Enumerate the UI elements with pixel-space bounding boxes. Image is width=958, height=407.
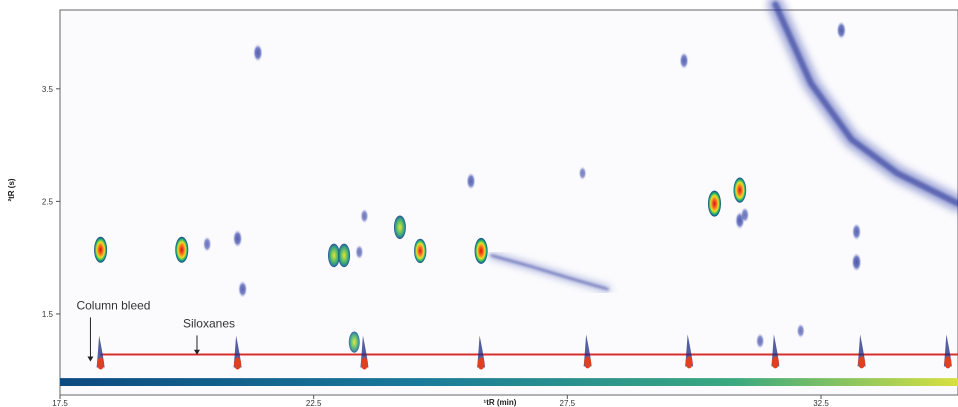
y-axis-title: ²tR (s) — [7, 178, 16, 201]
peak-1 — [94, 236, 108, 263]
peak-21 — [740, 207, 749, 223]
streak-core-1 — [490, 254, 609, 291]
annotation-2: Siloxanes — [183, 316, 235, 330]
peak-9 — [355, 245, 364, 260]
plot-area — [59, 9, 958, 396]
peak-15 — [474, 237, 488, 264]
x-axis-title: ¹tR (min) — [484, 398, 517, 407]
annotation-arrowhead-1 — [87, 356, 94, 362]
peak-22 — [756, 333, 765, 349]
peak-5 — [238, 280, 248, 298]
y-tick-label-3: 3.5 — [42, 85, 54, 94]
streak-core-2 — [772, 1, 958, 207]
annotation-1: Column bleed — [76, 298, 150, 312]
x-tick-label-3: 27.5 — [560, 399, 576, 407]
siloxane-peak-9 — [944, 356, 952, 369]
siloxane-peak-1 — [97, 357, 105, 370]
peak-4 — [232, 229, 243, 248]
peak-7 — [327, 243, 340, 268]
annotation-arrowhead-2 — [193, 349, 200, 355]
peak-3 — [203, 236, 212, 252]
siloxane-peak-3 — [360, 357, 368, 370]
peak-26 — [851, 253, 862, 272]
peak-2 — [175, 236, 189, 263]
peak-12 — [393, 215, 406, 240]
axes-layer: 17.5 22.5 27.5 32.5 1.5 2.5 3.5 — [42, 85, 829, 407]
annotations-layer: Column bleed Siloxanes — [76, 298, 235, 362]
siloxane-peak-2 — [234, 357, 242, 370]
peak-8 — [338, 243, 351, 268]
peak-25 — [852, 223, 861, 240]
peak-13 — [414, 238, 427, 264]
x-tick-label-2: 22.5 — [306, 399, 322, 407]
column-bleed-band — [60, 378, 958, 386]
peak-14 — [466, 172, 476, 190]
peak-24 — [836, 21, 846, 39]
peak-17 — [679, 52, 689, 69]
peak-23 — [796, 323, 805, 338]
x-tick-label-4: 32.5 — [813, 399, 829, 407]
bleed-layer — [60, 378, 958, 386]
siloxane-layer — [96, 334, 958, 370]
siloxane-peak-4 — [477, 357, 485, 370]
peak-11 — [360, 209, 369, 224]
x-tick-label-1: 17.5 — [52, 399, 68, 407]
siloxane-peak-6 — [685, 356, 693, 369]
siloxane-peak-5 — [584, 356, 592, 369]
peak-10 — [348, 331, 360, 353]
streaks-layer — [488, 0, 958, 292]
peak-16 — [578, 166, 587, 180]
peaks-layer — [94, 21, 862, 353]
y-tick-label-1: 1.5 — [42, 310, 54, 319]
siloxane-peak-7 — [771, 356, 779, 369]
peak-18 — [707, 190, 721, 217]
peak-6 — [253, 44, 263, 62]
peak-19 — [733, 177, 747, 203]
y-tick-label-2: 2.5 — [42, 197, 54, 206]
siloxane-peak-8 — [858, 356, 866, 369]
